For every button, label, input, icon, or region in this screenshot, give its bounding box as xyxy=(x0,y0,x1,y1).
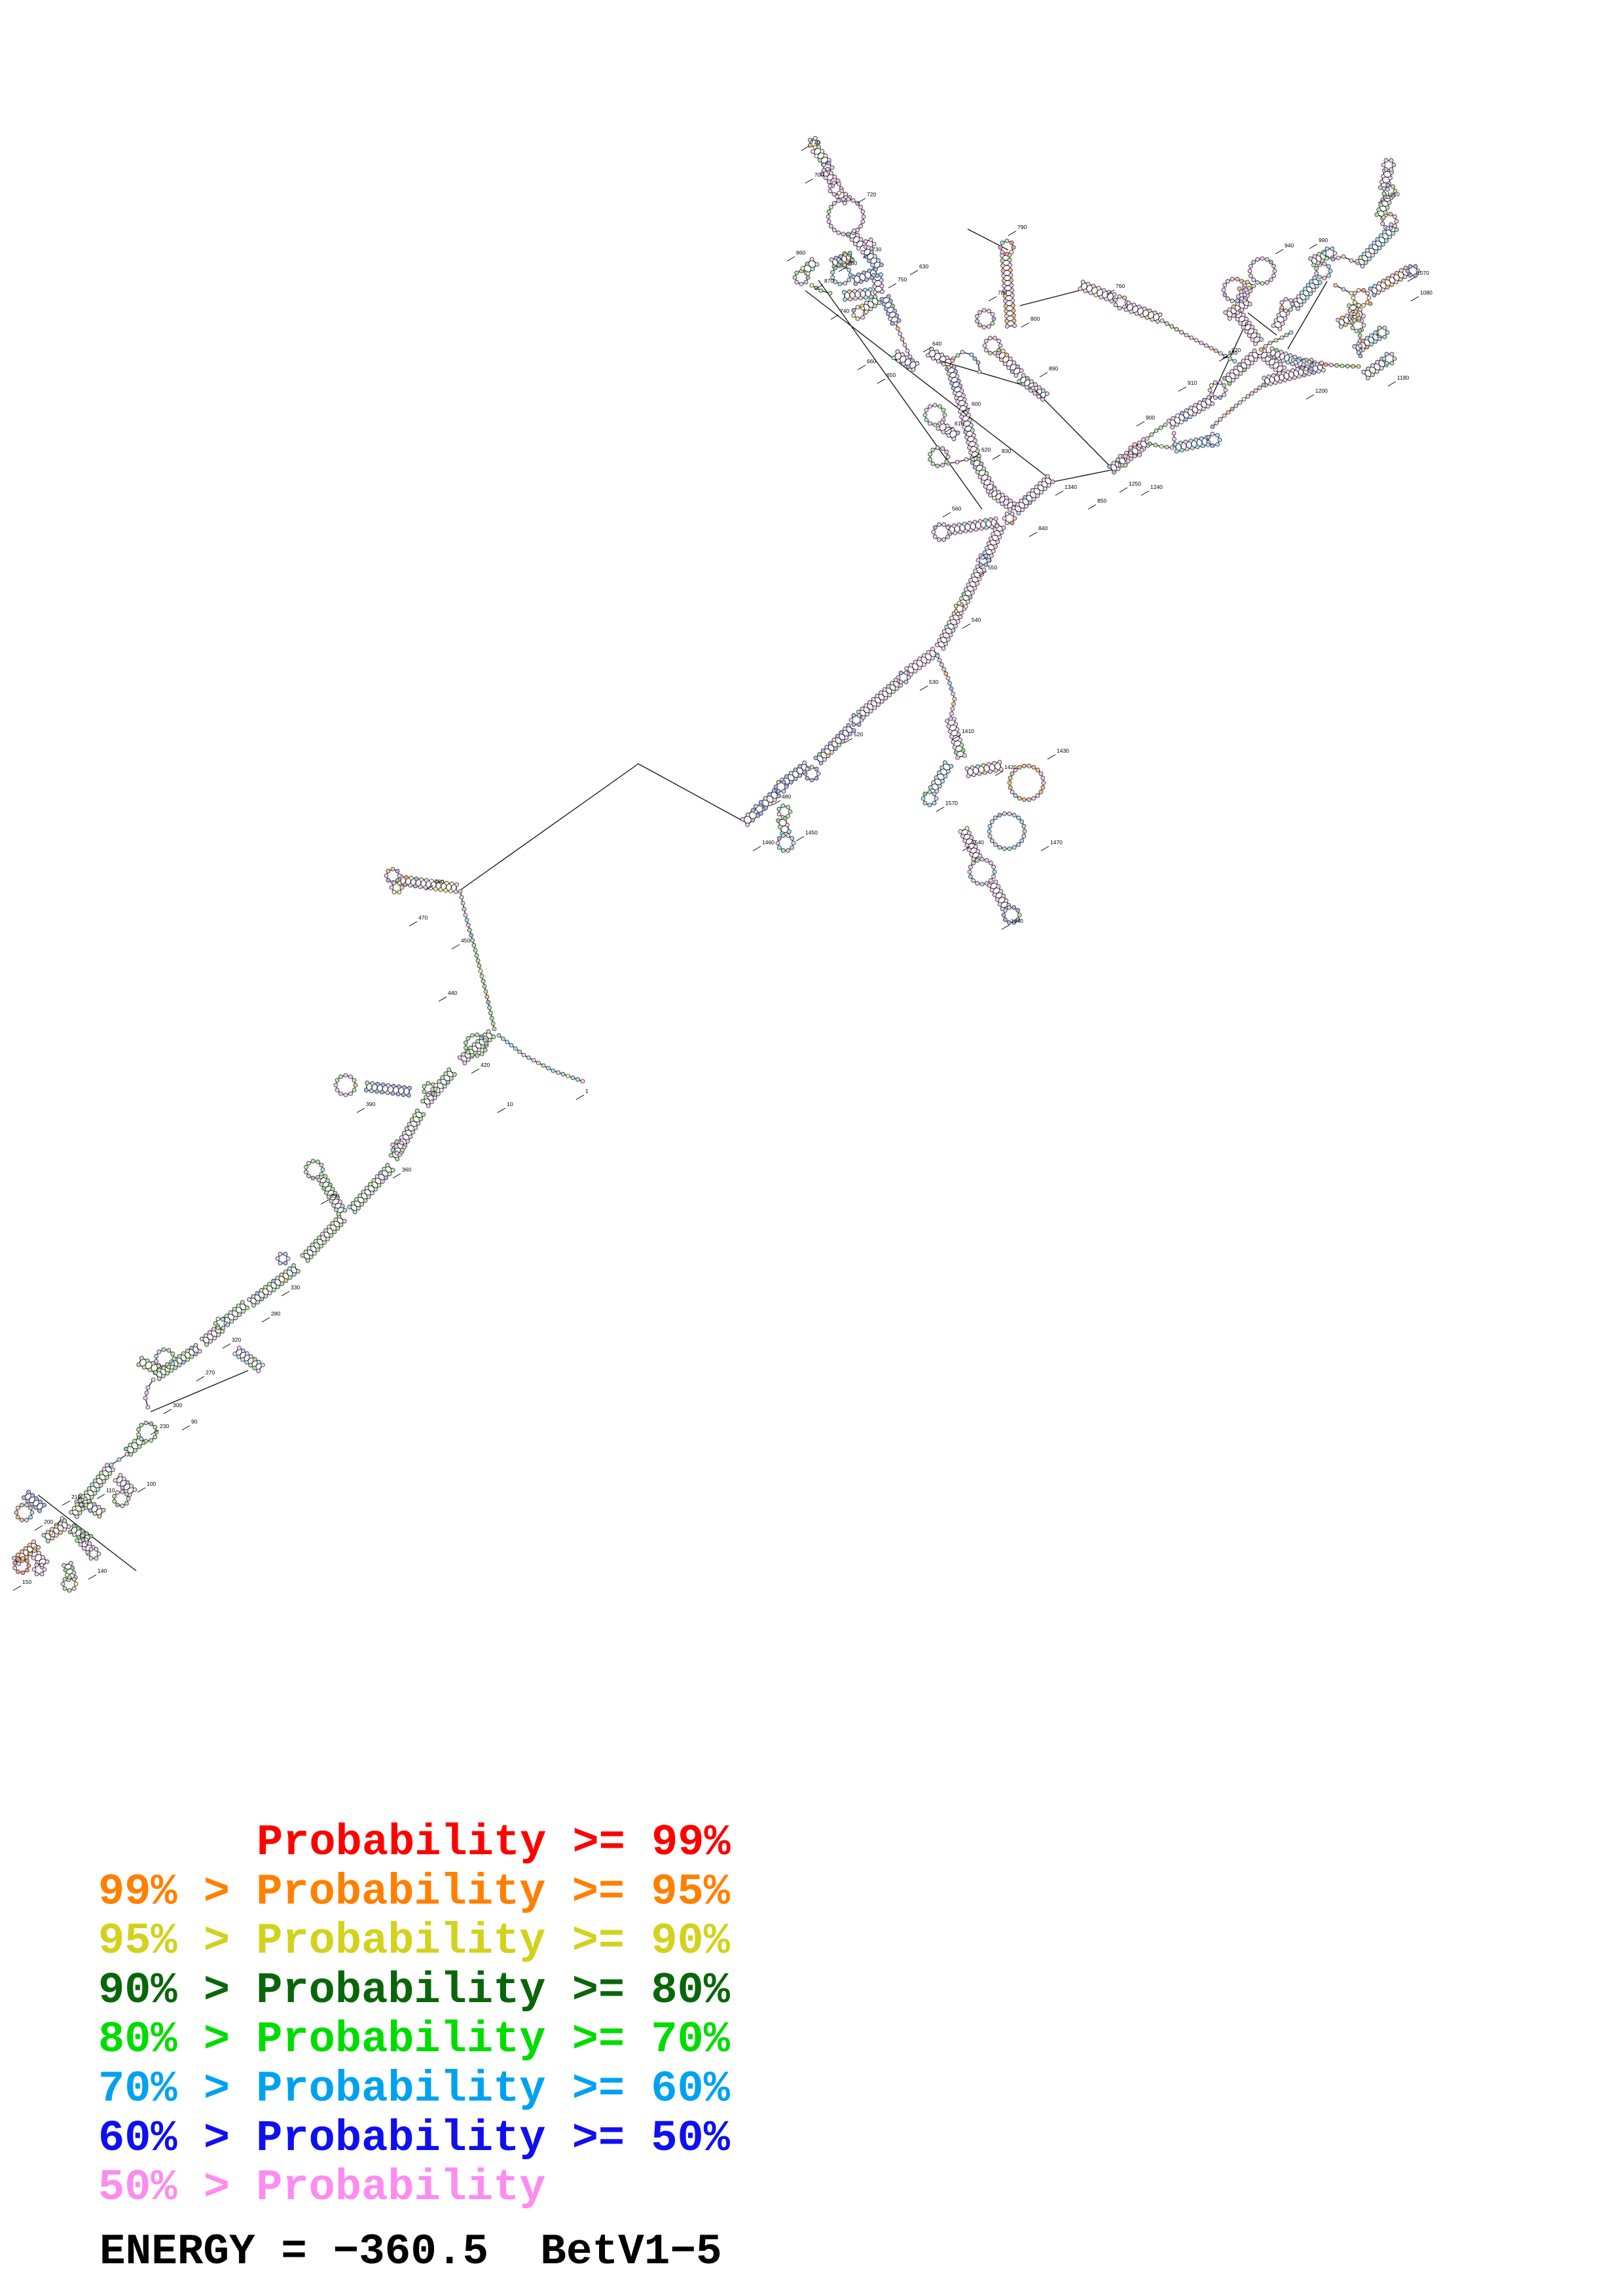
svg-text:440: 440 xyxy=(448,990,457,996)
svg-text:1410: 1410 xyxy=(962,728,974,734)
svg-text:470: 470 xyxy=(418,914,428,921)
svg-text:280: 280 xyxy=(271,1310,280,1317)
svg-text:870: 870 xyxy=(824,278,833,284)
svg-text:750: 750 xyxy=(898,276,907,283)
svg-text:710: 710 xyxy=(811,139,820,145)
svg-text:10: 10 xyxy=(507,1101,513,1107)
svg-text:350: 350 xyxy=(330,1193,339,1199)
svg-text:530: 530 xyxy=(929,679,938,685)
svg-text:840: 840 xyxy=(1038,525,1048,531)
svg-text:140: 140 xyxy=(98,1568,107,1574)
svg-text:1070: 1070 xyxy=(1417,270,1429,276)
svg-text:1540: 1540 xyxy=(972,839,984,846)
svg-text:880: 880 xyxy=(848,260,857,266)
svg-text:830: 830 xyxy=(1002,448,1011,454)
svg-text:760: 760 xyxy=(1116,283,1125,289)
svg-text:520: 520 xyxy=(854,731,863,738)
svg-text:1340: 1340 xyxy=(1065,484,1077,490)
svg-text:780: 780 xyxy=(998,289,1007,296)
svg-text:550: 550 xyxy=(988,564,997,571)
svg-text:300: 300 xyxy=(173,1402,182,1408)
svg-text:900: 900 xyxy=(1146,414,1155,421)
svg-text:1200: 1200 xyxy=(1315,387,1328,394)
svg-text:1460: 1460 xyxy=(762,839,775,846)
svg-text:1: 1 xyxy=(585,1088,589,1094)
svg-text:640: 640 xyxy=(932,340,941,347)
svg-text:70% > Probability >= 60%: 70% > Probability >= 60% xyxy=(98,2065,731,2115)
svg-text:60% > Probability >= 50%: 60% > Probability >= 50% xyxy=(98,2114,731,2164)
svg-text:330: 330 xyxy=(291,1284,300,1291)
svg-text:450: 450 xyxy=(461,937,470,944)
svg-text:850: 850 xyxy=(1097,497,1106,504)
svg-text:50% > Probability: 50% > Probability xyxy=(98,2163,546,2213)
svg-text:480: 480 xyxy=(782,793,791,800)
svg-text:930: 930 xyxy=(1228,350,1237,356)
svg-text:800: 800 xyxy=(1030,315,1040,322)
svg-text:1250: 1250 xyxy=(1129,480,1141,487)
svg-text:860: 860 xyxy=(796,249,805,256)
svg-text:460: 460 xyxy=(435,878,444,885)
svg-text:890: 890 xyxy=(1049,365,1058,372)
svg-text:1450: 1450 xyxy=(805,829,818,836)
svg-text:1240: 1240 xyxy=(1150,484,1163,490)
svg-text:630: 630 xyxy=(919,263,928,270)
svg-text:1470: 1470 xyxy=(1050,839,1063,846)
svg-text:Probability >= 99%: Probability >= 99% xyxy=(257,1818,731,1868)
svg-text:1840: 1840 xyxy=(1011,918,1023,924)
svg-text:90: 90 xyxy=(191,1418,198,1425)
svg-text:790: 790 xyxy=(1017,224,1027,230)
svg-text:660: 660 xyxy=(867,358,876,365)
svg-text:1180: 1180 xyxy=(1397,374,1410,381)
svg-text:110: 110 xyxy=(106,1487,115,1494)
svg-text:560: 560 xyxy=(952,505,961,512)
svg-text:730: 730 xyxy=(872,246,881,253)
svg-text:740: 740 xyxy=(840,308,849,314)
svg-text:200: 200 xyxy=(44,1518,53,1525)
svg-text:95% > Probability >= 90%: 95% > Probability >= 90% xyxy=(98,1917,731,1967)
svg-text:270: 270 xyxy=(206,1369,215,1376)
svg-text:620: 620 xyxy=(981,446,991,453)
svg-text:990: 990 xyxy=(1319,237,1328,243)
svg-text:910: 910 xyxy=(1188,380,1197,386)
svg-text:210: 210 xyxy=(71,1494,81,1500)
svg-text:600: 600 xyxy=(972,401,981,407)
svg-text:1570: 1570 xyxy=(945,800,958,806)
svg-text:610: 610 xyxy=(955,420,964,427)
svg-text:920: 920 xyxy=(1231,347,1241,353)
svg-text:90% > Probability >= 80%: 90% > Probability >= 80% xyxy=(98,1966,731,2016)
svg-text:99% > Probability >= 95%: 99% > Probability >= 95% xyxy=(98,1867,731,1917)
svg-text:540: 540 xyxy=(972,617,981,623)
svg-text:940: 940 xyxy=(1285,242,1294,249)
svg-text:390: 390 xyxy=(366,1101,375,1107)
svg-text:100: 100 xyxy=(147,1480,156,1487)
svg-text:80% > Probability >= 70%: 80% > Probability >= 70% xyxy=(98,2015,731,2065)
svg-text:650: 650 xyxy=(886,372,896,378)
svg-text:1430: 1430 xyxy=(1057,747,1069,754)
svg-text:230: 230 xyxy=(160,1423,169,1429)
svg-text:360: 360 xyxy=(402,1166,411,1173)
svg-text:1010: 1010 xyxy=(1387,191,1400,198)
svg-text:1080: 1080 xyxy=(1420,289,1432,296)
svg-text:420: 420 xyxy=(481,1062,490,1068)
svg-text:700: 700 xyxy=(814,171,824,178)
svg-text:150: 150 xyxy=(22,1579,31,1585)
svg-text:720: 720 xyxy=(867,191,876,198)
svg-text:1420: 1420 xyxy=(1004,764,1017,770)
svg-text:320: 320 xyxy=(232,1336,241,1343)
svg-text:ENERGY = −360.5 BetV1−5: ENERGY = −360.5 BetV1−5 xyxy=(100,2227,722,2276)
